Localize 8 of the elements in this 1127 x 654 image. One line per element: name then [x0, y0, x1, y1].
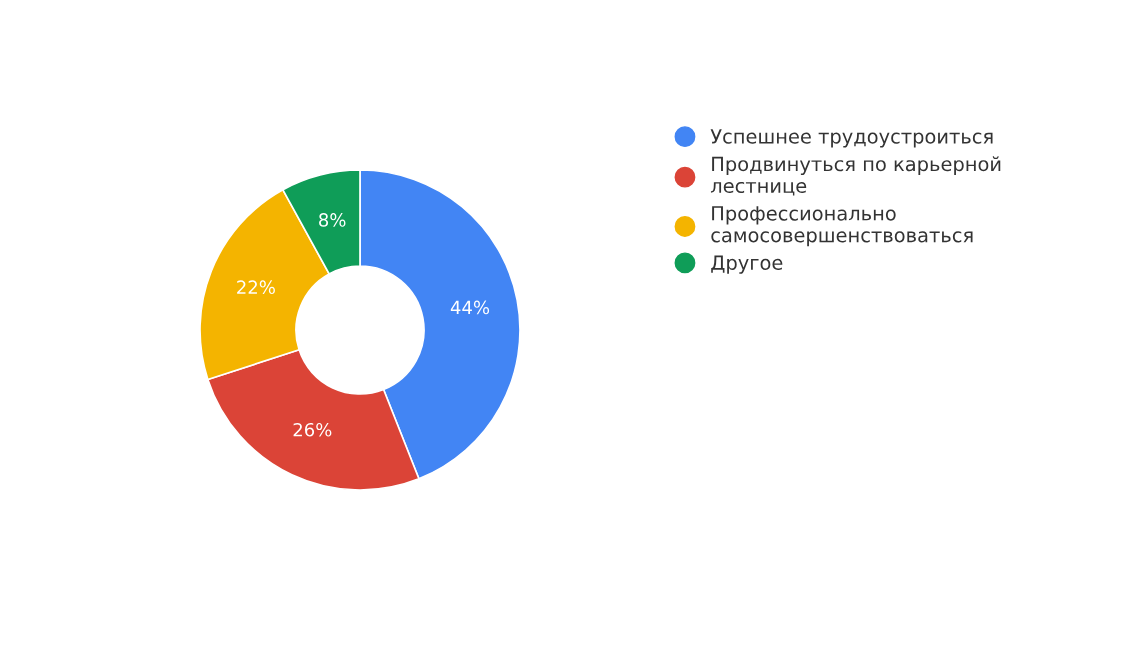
legend-label: Профессионально самосовершенствоваться: [711, 206, 973, 247]
data-label: 44%: [450, 300, 490, 315]
legend-label: Успешнее трудоустроиться: [710, 129, 993, 148]
data-label: 8%: [319, 213, 346, 227]
legend-label: Продвинуться по карьерной лестнице: [710, 156, 1001, 196]
data-label: 26%: [293, 422, 332, 437]
data-label: 22%: [237, 280, 275, 295]
legend-label: Другое: [711, 255, 783, 274]
